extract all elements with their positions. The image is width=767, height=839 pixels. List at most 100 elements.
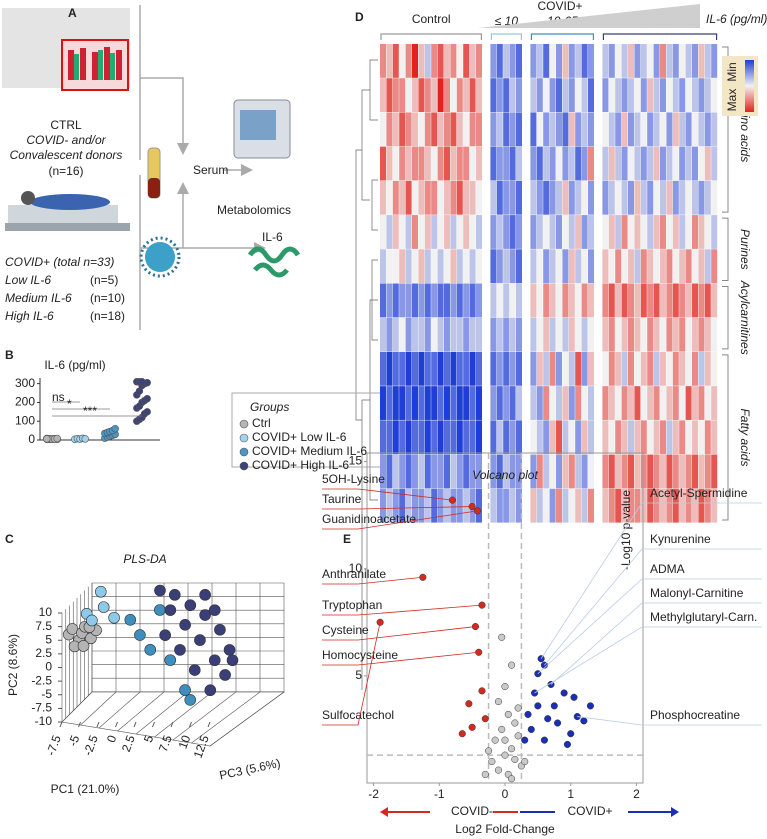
heatmap-cell (575, 215, 582, 249)
heatmap-cell (634, 488, 641, 523)
heatmap-cell (568, 112, 575, 147)
heatmap-cell (602, 454, 609, 489)
x-tick (133, 721, 137, 728)
heatmap-cell (562, 317, 569, 352)
heatmap-cell (653, 283, 660, 318)
heatmap-cell (392, 44, 399, 78)
row-bracket (722, 46, 729, 213)
heatmap-cell (450, 488, 457, 523)
heatmap-cell (530, 146, 537, 181)
heatmap-cell (647, 215, 654, 249)
heatmap-cell (621, 112, 628, 147)
arrow-head (380, 807, 388, 817)
heatmap-cell (562, 78, 569, 113)
y-tick-label: 200 (15, 395, 35, 409)
heatmap-cell (516, 180, 522, 215)
x-axis-label: Log2 Fold-Change (455, 822, 555, 836)
heatmap-cell (536, 249, 543, 284)
heatmap-cell (666, 420, 673, 455)
heatmap-cell (628, 44, 634, 78)
heatmap-cell (549, 146, 556, 181)
heatmap-cell (444, 180, 450, 215)
heatmap-cell (692, 180, 698, 215)
heatmap-cell (698, 180, 705, 215)
heatmap-cell (568, 180, 575, 215)
heatmap-cell (685, 44, 692, 78)
heatmap-cell (456, 146, 463, 181)
heatmap-cell (509, 249, 516, 284)
y-tick-label: -7.5 (31, 701, 52, 715)
heatmap-cell (581, 351, 588, 386)
data-point (43, 435, 51, 443)
heatmap-cell (602, 283, 609, 318)
heatmap-cell (549, 112, 556, 147)
heatmap-cell (476, 351, 482, 386)
heatmap-dendrogram (355, 59, 378, 690)
heatmap-cell (418, 249, 425, 284)
heatmap-cell (615, 283, 622, 318)
heatmap-cell (549, 454, 556, 489)
heatmap-cell (621, 420, 628, 455)
heatmap-cell (476, 317, 482, 352)
heatmap-cell (698, 112, 705, 147)
heatmap-cell (380, 249, 386, 284)
heatmap-cell (647, 112, 654, 147)
heatmap-cell (653, 44, 660, 78)
heatmap-cell (424, 454, 431, 489)
heatmap-cell (556, 146, 562, 181)
heatmap-cell (509, 386, 516, 420)
data-point (144, 643, 157, 656)
heatmap-cell (399, 351, 406, 386)
heatmap-cell (392, 146, 399, 181)
heatmap-cell (672, 454, 679, 489)
heatmap-cell (660, 386, 666, 420)
heatmap-cell (456, 351, 463, 386)
data-point (494, 766, 502, 774)
heatmap-cell (392, 215, 399, 249)
covid-group-n: (n=18) (90, 309, 125, 323)
heatmap-cell (490, 351, 497, 386)
point-label: Homocysteine (322, 648, 398, 662)
heatmap-cell (412, 180, 418, 215)
heatmap-cell (562, 420, 569, 455)
heatmap-cell (399, 44, 406, 78)
data-point (168, 589, 181, 601)
leader-line (550, 602, 762, 685)
heatmap-cell (556, 317, 562, 352)
heatmap-cell (647, 420, 654, 455)
heatmap-cell (490, 146, 497, 181)
heatmap-cell (581, 215, 588, 249)
heatmap-cell (615, 180, 622, 215)
heatmap-cell (516, 44, 522, 78)
x-tick (170, 721, 174, 728)
y-tick-label: -5 (41, 687, 52, 701)
point-label: Anthranilate (322, 567, 386, 581)
data-point (465, 700, 473, 708)
heatmap-cell (679, 351, 686, 386)
heatmap-cell (399, 180, 406, 215)
heatmap-cell (685, 351, 692, 386)
heatmap-cell (380, 146, 386, 181)
heatmap-cell (647, 78, 654, 113)
heatmap-cell (386, 488, 393, 523)
heatmap-cell (516, 386, 522, 420)
row-bracket (722, 217, 729, 281)
heatmap-cell (418, 215, 425, 249)
icons (5, 99, 301, 278)
heatmap-cell (672, 146, 679, 181)
data-point (219, 669, 231, 681)
heatmap-cell (647, 283, 654, 318)
heatmap-cell (476, 215, 482, 249)
heatmap-cell (692, 249, 698, 284)
heatmap-cell (399, 386, 406, 420)
data-point (143, 408, 151, 416)
heatmap-cell (380, 44, 386, 78)
heatmap-cell (666, 180, 673, 215)
heatmap-cell (496, 215, 503, 249)
data-point (508, 745, 516, 753)
heatmap-cell (704, 146, 711, 181)
heatmap-cell (704, 454, 711, 489)
heatmap-cell (536, 180, 543, 215)
heatmap-cell (503, 488, 510, 523)
heatmap-cell (685, 78, 692, 113)
